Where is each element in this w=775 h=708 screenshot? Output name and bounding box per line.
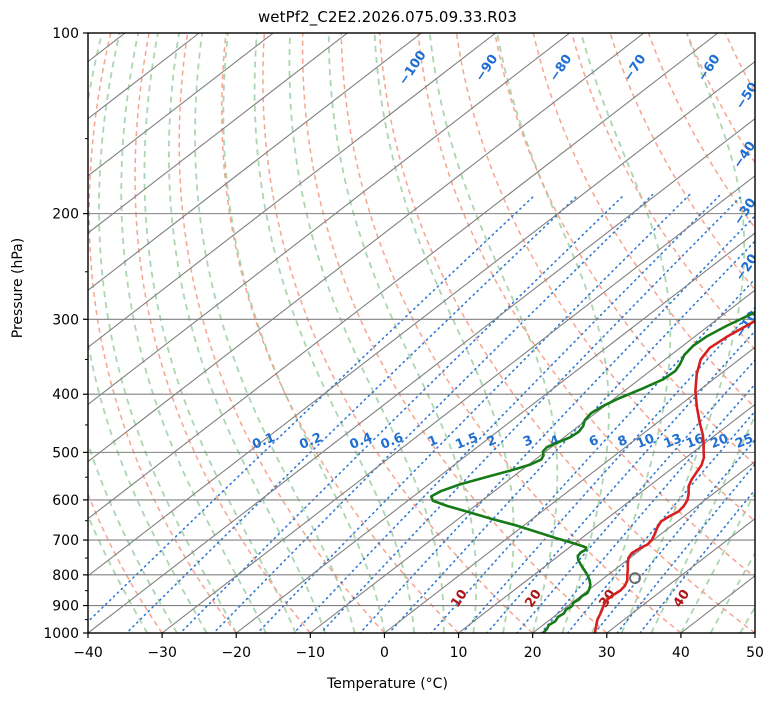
y-tick-label: 200: [52, 207, 79, 223]
page-title: wetPf2_C2E2.2026.075.09.33.R03: [257, 8, 518, 26]
lcl-marker-group: [629, 572, 641, 584]
x-tick-label: −20: [221, 645, 251, 661]
y-tick-label: 800: [52, 568, 79, 584]
dry-adiabat-lines: [88, 33, 755, 633]
y-tick-label: 900: [52, 599, 79, 615]
mixing-ratio-label-16: 16: [684, 431, 706, 452]
mixing-ratio-label-13: 13: [662, 431, 684, 452]
x-tick-label: 30: [598, 645, 616, 661]
y-tick-label: 300: [52, 312, 79, 328]
x-tick-label: 40: [672, 645, 690, 661]
x-tick-label: −10: [296, 645, 326, 661]
y-tick-label: 600: [52, 493, 79, 509]
mixing-ratio-lines: [88, 193, 755, 633]
mixing-ratio-label-20: 20: [708, 431, 730, 452]
y-tick-label: 400: [52, 387, 79, 403]
x-tick-label: 0: [380, 645, 389, 661]
lcl-marker: [629, 572, 641, 584]
y-tick-label: 1000: [43, 626, 79, 642]
y-tick-label: 100: [52, 26, 79, 42]
plot-border: [87, 32, 756, 634]
mixing-ratio-label-25: 25: [733, 431, 755, 452]
x-tick-label: −40: [73, 645, 103, 661]
mixing-ratio-label-10: 10: [634, 431, 656, 452]
plot-background: [88, 33, 755, 633]
series-line-dewpoint: [429, 310, 755, 633]
x-tick-label: 50: [746, 645, 764, 661]
x-tick-label: 20: [524, 645, 542, 661]
x-tick-label: −30: [147, 645, 177, 661]
x-tick-label: 10: [450, 645, 468, 661]
y-tick-label: 500: [52, 445, 79, 461]
series-line-temperature: [593, 319, 755, 633]
x-axis-label: Temperature (°C): [327, 676, 448, 692]
profile-series-group: [429, 310, 755, 633]
isotherm-lines: [88, 33, 755, 633]
y-tick-label: 700: [52, 533, 79, 549]
